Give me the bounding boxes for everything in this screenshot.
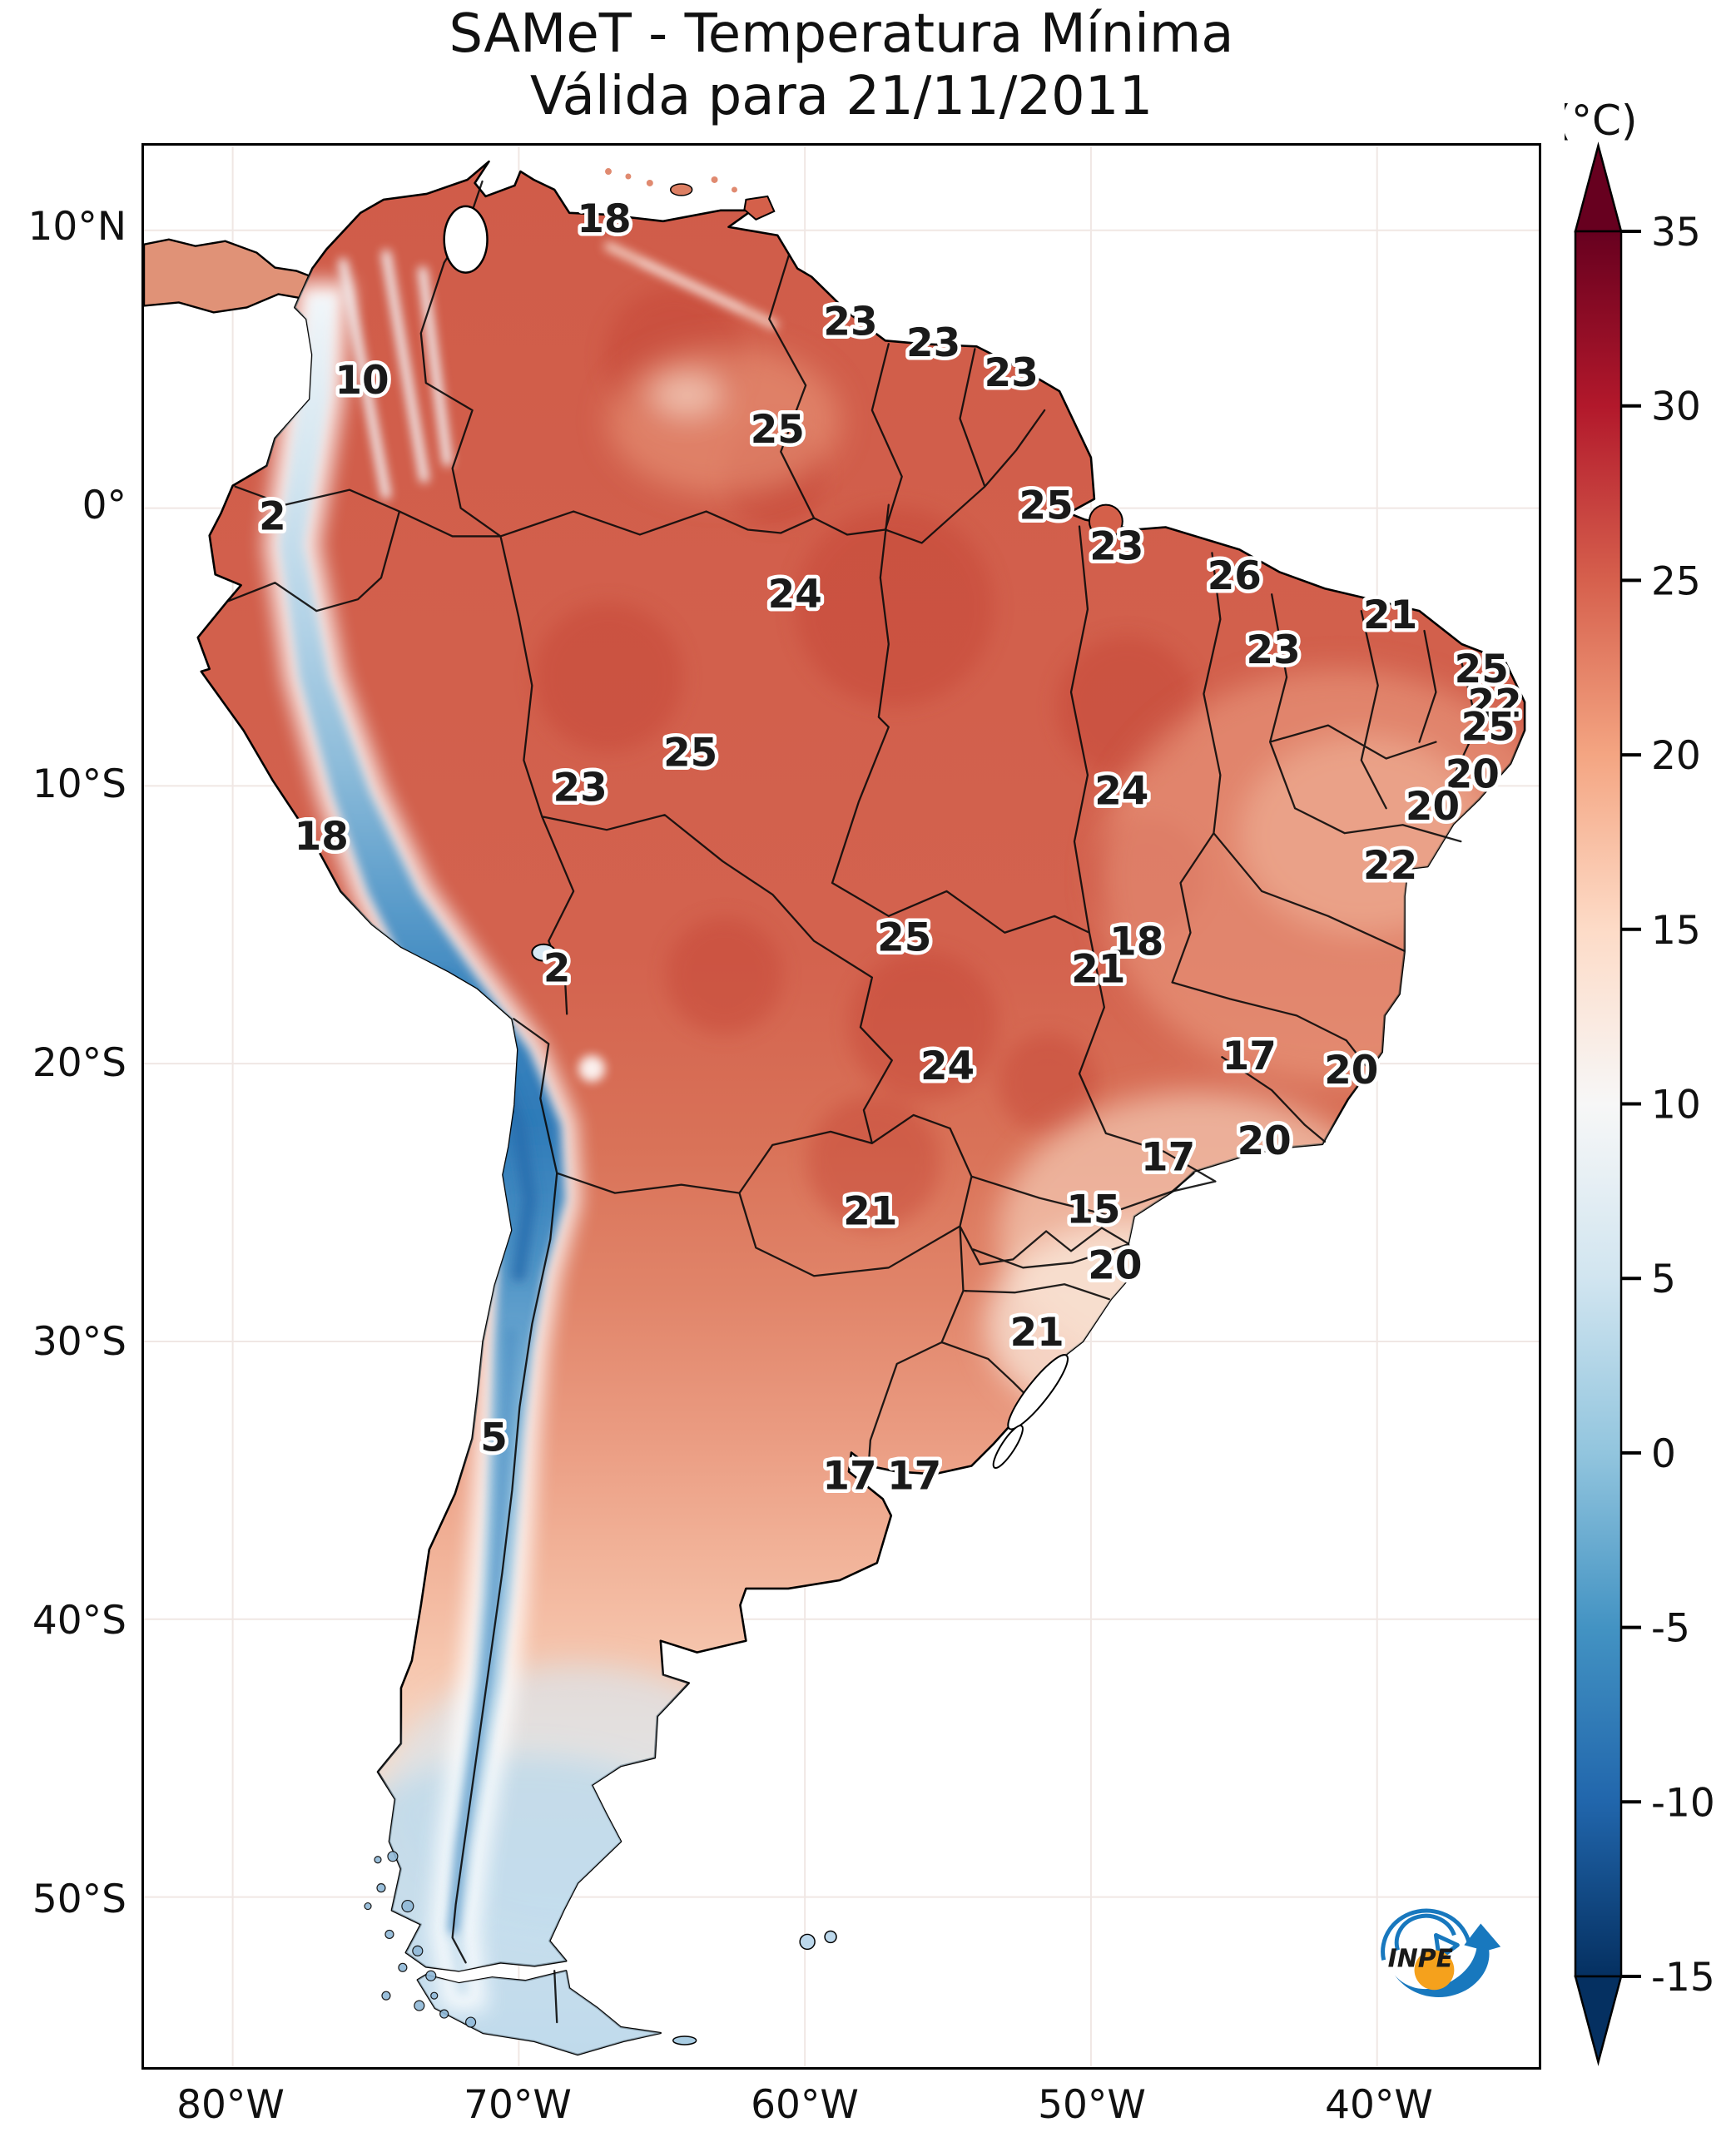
colorbar-tick-label: 10 xyxy=(1651,1083,1701,1128)
map-temp-label: 23 xyxy=(906,321,960,366)
map-temp-label: 21 xyxy=(1071,948,1125,993)
map-temp-label: 21 xyxy=(1363,593,1417,638)
logo-text: INPE xyxy=(1388,1944,1454,1973)
salt-flat-spot xyxy=(578,1055,606,1083)
map-temp-label: 20 xyxy=(1446,752,1500,797)
map-temp-label: 24 xyxy=(920,1044,975,1089)
map-temp-label: 25 xyxy=(877,916,931,961)
colorbar-tick-label: -15 xyxy=(1651,1955,1715,2001)
colorbar: (°C) 35 30 25 20 15 10 5 0 -5 -10 -15 xyxy=(1555,83,1736,2097)
x-tick-label: 50°W xyxy=(1038,2082,1146,2128)
map-temp-label: 18 xyxy=(577,197,631,242)
map-temp-label: 26 xyxy=(1208,554,1262,599)
map-temp-label: 24 xyxy=(1094,769,1148,814)
map-temp-label: 22 xyxy=(1468,682,1522,727)
map-temp-label: 23 xyxy=(1089,524,1143,569)
y-tick-label: 10°S xyxy=(32,761,126,807)
colorbar-unit-label: (°C) xyxy=(1565,97,1637,145)
colorbar-tick-label: 15 xyxy=(1651,908,1701,954)
map-temp-label: 17 xyxy=(1223,1034,1277,1079)
map-temp-label: 2 xyxy=(259,494,286,539)
map-temp-label: 25 xyxy=(1455,647,1509,692)
map-temp-label: 17 xyxy=(822,1454,876,1499)
colorbar-tick-label: 0 xyxy=(1651,1431,1676,1477)
map-temp-label: 15 xyxy=(1066,1188,1120,1232)
y-tick-label: 20°S xyxy=(32,1040,126,1086)
political-borders xyxy=(227,180,1479,2024)
map-temp-label: 20 xyxy=(1238,1119,1292,1164)
colorbar-tick-label: 25 xyxy=(1651,558,1701,604)
colorbar-tick-label: 5 xyxy=(1651,1257,1676,1302)
y-tick-label: 50°S xyxy=(32,1877,126,1922)
colorbar-tick-label: -5 xyxy=(1651,1606,1690,1652)
x-tick-label: 40°W xyxy=(1325,2082,1433,2128)
islands xyxy=(364,168,1123,2045)
x-tick-label: 60°W xyxy=(751,2082,859,2128)
logo-orange-dot-icon xyxy=(1414,1950,1455,1991)
map-temp-label: 23 xyxy=(1247,628,1301,673)
colorbar-over-arrow xyxy=(1574,141,1623,233)
map-temp-label: 25 xyxy=(1019,484,1074,529)
colorbar-tick-label: -10 xyxy=(1651,1780,1715,1826)
map-temp-label: 25 xyxy=(751,408,805,453)
colorbar-tick-label: 30 xyxy=(1651,384,1701,430)
map-temp-label: 23 xyxy=(985,351,1039,396)
map-temp-label: 5 xyxy=(480,1416,508,1461)
panama-landmass xyxy=(144,238,322,314)
figure-title: SAMeT - Temperatura Mínima Válida para 2… xyxy=(141,3,1541,128)
map-temp-label: 10 xyxy=(335,359,389,404)
inpe-logo: INPE xyxy=(1381,1908,1501,1997)
map-temp-label: 23 xyxy=(823,300,877,345)
x-tick-label: 80°W xyxy=(176,2082,285,2128)
y-tick-label: 30°S xyxy=(32,1319,126,1365)
map-temp-label: 21 xyxy=(843,1189,897,1234)
map-temp-label: 20 xyxy=(1324,1049,1378,1093)
map-temp-label: 25 xyxy=(663,731,717,776)
map-temp-label: 20 xyxy=(1406,785,1460,830)
map-temp-label: 20 xyxy=(1088,1243,1142,1288)
colorbar-under-arrow xyxy=(1574,1975,1623,2066)
y-tick-label: 0° xyxy=(82,483,126,528)
map-temp-label: 24 xyxy=(768,573,822,617)
colorbar-tick-label: 20 xyxy=(1651,733,1701,779)
map-temp-label: 17 xyxy=(1141,1136,1195,1181)
map-temp-label: 22 xyxy=(1363,844,1417,889)
title-line-2: Válida para 21/11/2011 xyxy=(529,65,1153,127)
lakes xyxy=(443,205,1069,1469)
y-tick-label: 10°N xyxy=(27,204,126,250)
colorbar-ticks: 35 30 25 20 15 10 5 0 -5 -10 -15 xyxy=(1621,210,1715,2001)
map-temp-label: 18 xyxy=(1109,920,1163,965)
x-tick-label: 70°W xyxy=(464,2082,572,2128)
map-temp-label: 25 xyxy=(1461,706,1515,751)
map-temp-label: 23 xyxy=(553,766,608,811)
logo-swirl-arrow-icon xyxy=(1394,1923,1501,1997)
colorbar-tick-label: 35 xyxy=(1651,210,1701,255)
map-temp-label: 21 xyxy=(1010,1311,1064,1356)
map-temp-label: 2 xyxy=(543,947,571,992)
title-line-1: SAMeT - Temperatura Mínima xyxy=(449,3,1234,65)
map-temp-label: 17 xyxy=(887,1454,941,1499)
y-tick-label: 40°S xyxy=(32,1598,126,1644)
colorbar-gradient-bar xyxy=(1574,230,1623,1978)
map-plot-area: 18 23 23 23 10 25 2 25 23 26 24 21 23 25 22 25 25 20 23 24 2… xyxy=(141,143,1541,2070)
map-temp-label: 18 xyxy=(295,815,349,860)
